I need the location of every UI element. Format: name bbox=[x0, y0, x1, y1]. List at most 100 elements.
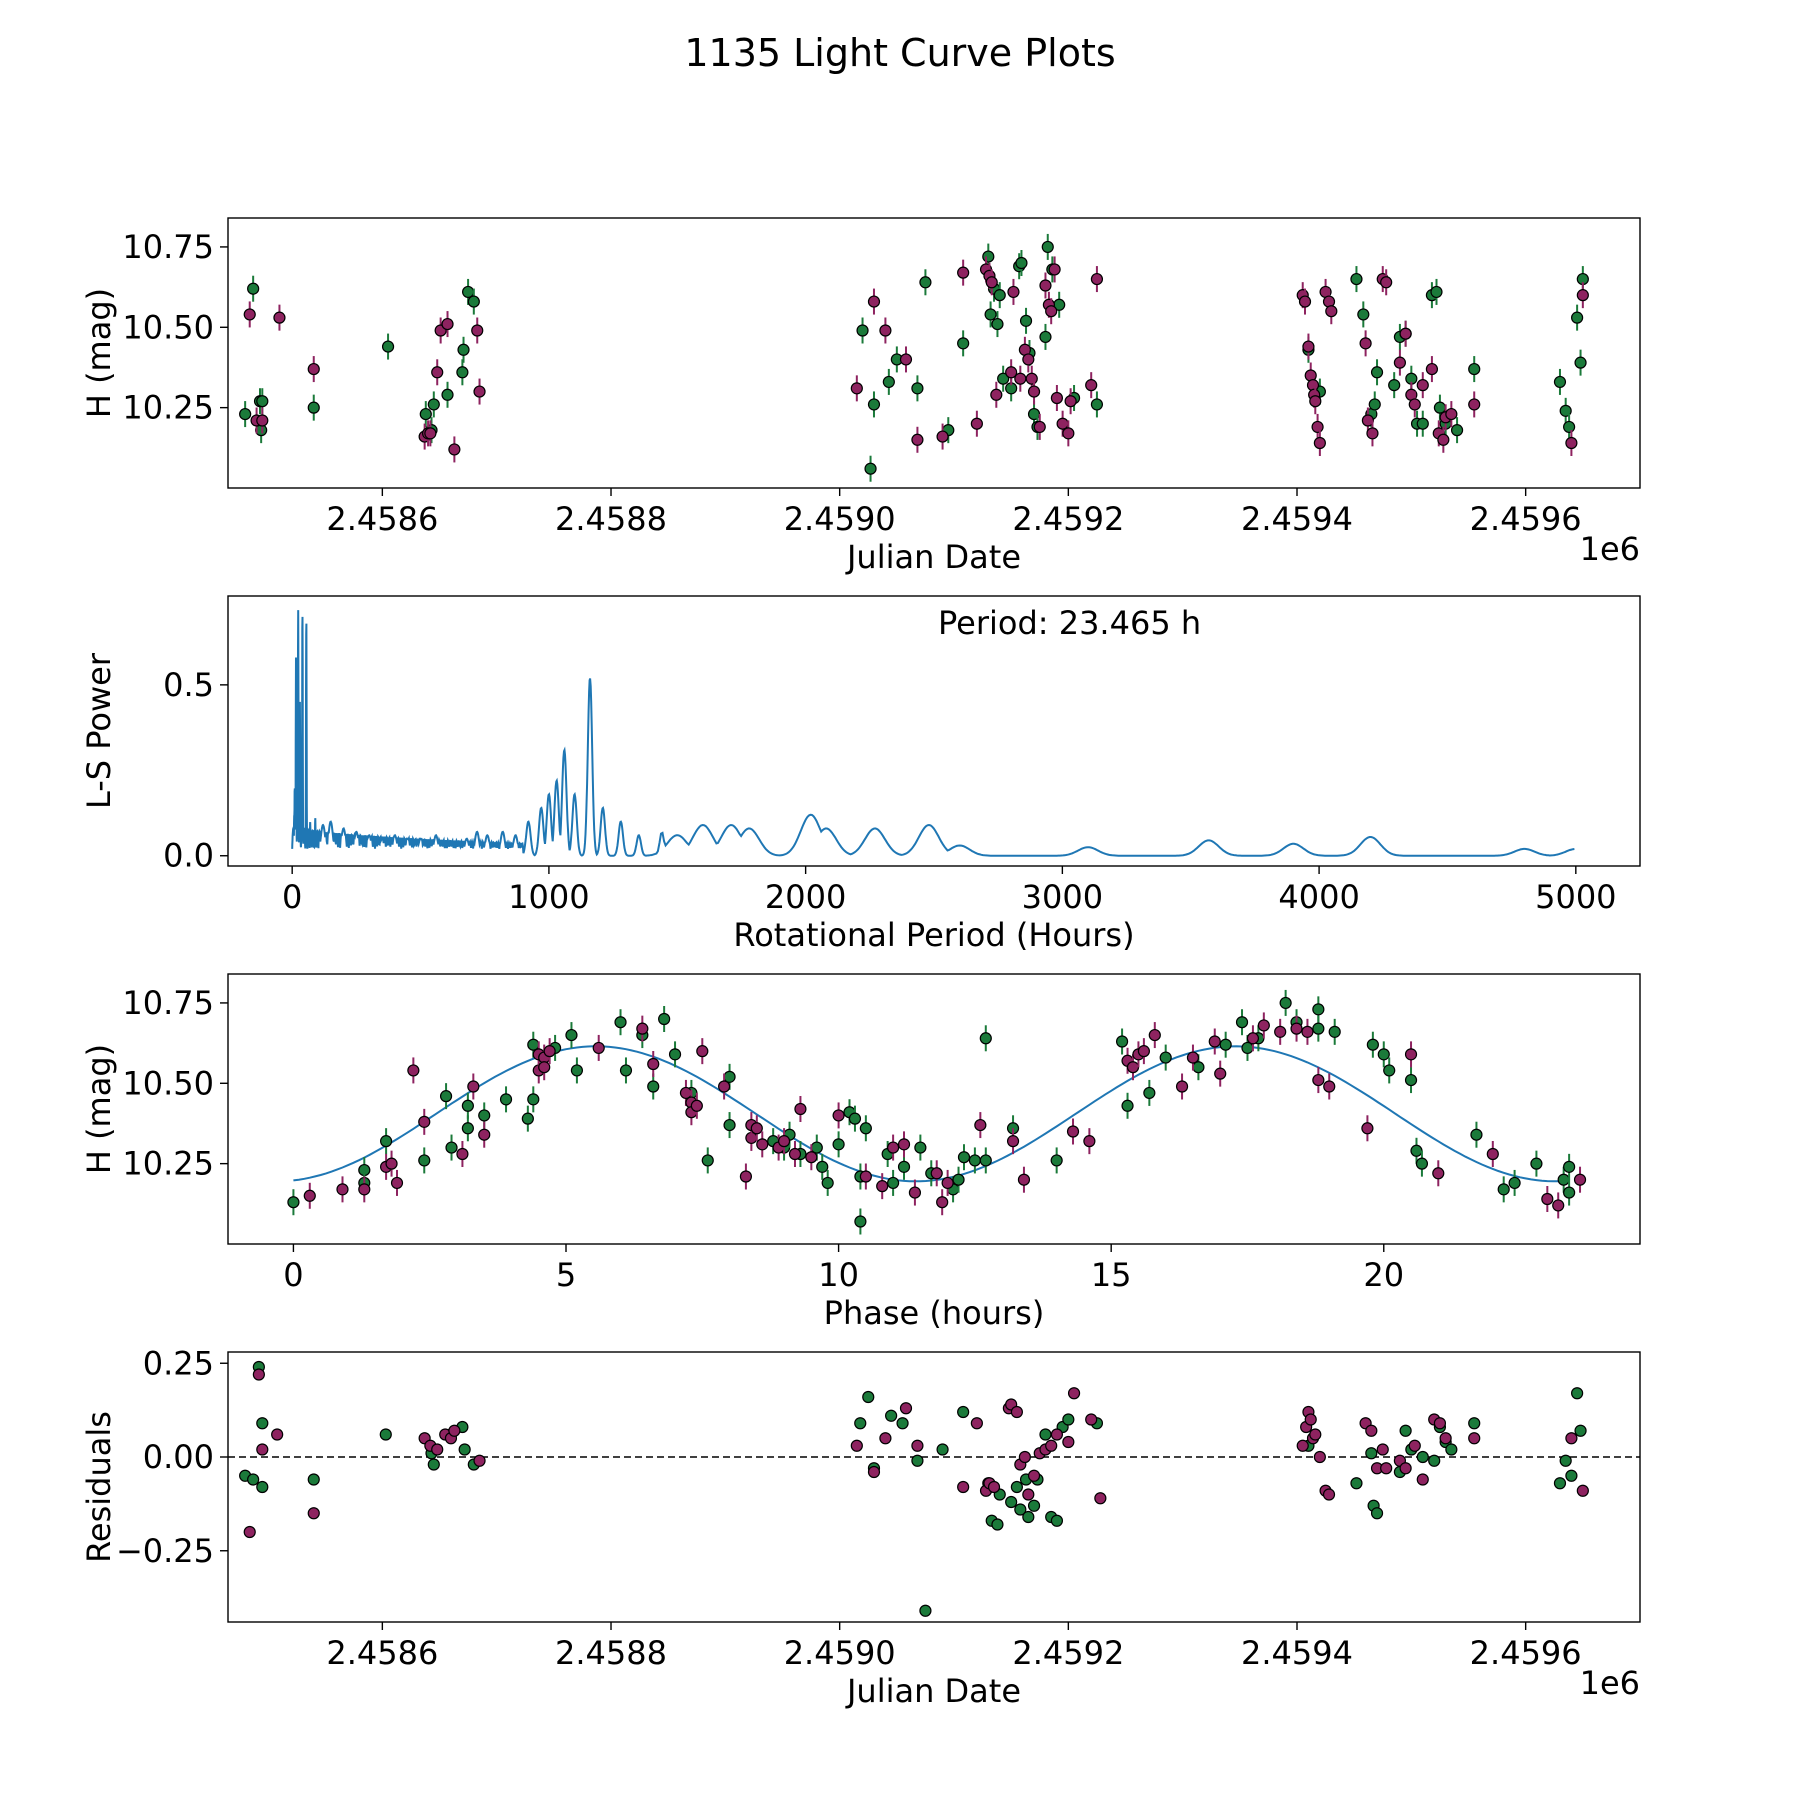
x-axis-label: Phase (hours) bbox=[824, 1294, 1045, 1332]
data-point bbox=[1559, 404, 1572, 417]
data-point bbox=[1445, 1443, 1458, 1456]
series-purple bbox=[243, 256, 1589, 463]
data-point bbox=[1365, 1447, 1378, 1460]
data-point bbox=[1062, 1413, 1075, 1426]
data-point bbox=[832, 1109, 845, 1122]
data-point bbox=[1290, 1022, 1303, 1035]
data-point bbox=[1143, 1086, 1156, 1100]
data-point bbox=[887, 1141, 900, 1154]
data-point bbox=[1274, 1025, 1287, 1038]
data-point bbox=[1214, 1067, 1227, 1080]
data-point bbox=[919, 276, 932, 289]
data-point bbox=[867, 1465, 881, 1479]
data-point bbox=[1066, 1125, 1080, 1138]
data-point bbox=[1359, 337, 1372, 350]
data-point bbox=[247, 282, 260, 295]
data-point bbox=[1425, 362, 1439, 376]
data-point bbox=[1408, 1439, 1421, 1452]
x-tick-label: 2.4586 bbox=[326, 1634, 438, 1672]
series-purple bbox=[303, 1012, 1587, 1219]
data-point bbox=[1328, 1025, 1341, 1038]
y-tick-label: 0.00 bbox=[143, 1438, 214, 1476]
data-point bbox=[1312, 1022, 1325, 1035]
data-point bbox=[993, 289, 1006, 302]
x-offset-label: 1e6 bbox=[1580, 1664, 1640, 1702]
data-point bbox=[882, 375, 895, 389]
data-point bbox=[1404, 1048, 1418, 1061]
data-point bbox=[1380, 276, 1393, 289]
data-point bbox=[1019, 314, 1033, 327]
data-point bbox=[1350, 272, 1363, 286]
data-point bbox=[1574, 1424, 1587, 1437]
data-point bbox=[1039, 1428, 1052, 1441]
data-point bbox=[1357, 308, 1370, 321]
data-point bbox=[701, 1154, 714, 1167]
data-point bbox=[1085, 1413, 1098, 1426]
data-point bbox=[1246, 1032, 1260, 1045]
data-point bbox=[1235, 1016, 1249, 1029]
periodogram-line bbox=[291, 610, 1575, 857]
data-point bbox=[887, 1176, 900, 1190]
data-point bbox=[307, 362, 320, 376]
data-point bbox=[1393, 356, 1407, 369]
y-axis-label: L-S Power bbox=[80, 652, 118, 809]
data-point bbox=[1433, 1417, 1447, 1430]
data-point bbox=[287, 1196, 300, 1209]
data-point bbox=[1050, 1428, 1064, 1441]
data-point bbox=[1404, 1073, 1418, 1087]
data-point bbox=[418, 1115, 431, 1128]
data-point bbox=[897, 1160, 911, 1173]
data-point bbox=[478, 1109, 491, 1122]
x-tick-label: 10 bbox=[818, 1256, 859, 1294]
data-point bbox=[850, 382, 863, 395]
data-point bbox=[850, 1439, 863, 1452]
x-axis-label: Julian Date bbox=[845, 1672, 1021, 1710]
data-point bbox=[1468, 1432, 1481, 1445]
data-point bbox=[1416, 417, 1429, 430]
data-point bbox=[864, 462, 877, 475]
y-tick-label: −0.25 bbox=[116, 1532, 214, 1570]
data-point bbox=[1322, 1488, 1336, 1501]
data-point bbox=[457, 343, 470, 356]
x-axis-label: Julian Date bbox=[845, 538, 1021, 576]
data-point bbox=[271, 1428, 284, 1441]
data-point bbox=[1470, 1128, 1483, 1141]
data-point bbox=[385, 1157, 398, 1170]
data-point bbox=[690, 1099, 703, 1112]
data-point bbox=[1015, 256, 1028, 270]
data-point bbox=[1415, 1157, 1429, 1170]
data-point bbox=[952, 1173, 965, 1186]
data-point bbox=[1563, 420, 1576, 434]
data-point bbox=[899, 1402, 913, 1415]
data-point bbox=[1553, 1477, 1567, 1490]
data-point bbox=[543, 1045, 556, 1058]
data-point bbox=[1137, 1045, 1150, 1058]
data-point bbox=[1571, 311, 1584, 324]
data-residuals bbox=[228, 1360, 1640, 1617]
data-point bbox=[1497, 1183, 1510, 1196]
data-point bbox=[458, 1443, 471, 1456]
data-point bbox=[303, 1189, 316, 1202]
data-point bbox=[788, 1147, 802, 1161]
subplot-residuals: 2.4586 2.4588 2.4590 2.4592 2.4594 2.4596 −0.2… bbox=[80, 1344, 1641, 1710]
data-point bbox=[431, 1443, 444, 1456]
data-point bbox=[1576, 289, 1589, 302]
data-point bbox=[1050, 391, 1064, 405]
period-annotation: Period: 23.465 h bbox=[938, 604, 1201, 642]
data-point bbox=[957, 1151, 971, 1164]
data-point bbox=[243, 1525, 256, 1539]
data-point bbox=[456, 366, 469, 379]
y-tick-label: 0.5 bbox=[163, 666, 214, 704]
data-point bbox=[1017, 1173, 1031, 1186]
data-point bbox=[427, 1458, 440, 1471]
data-point bbox=[419, 407, 432, 421]
subplot-periodogram: 0 1000 2000 3000 4000 5000 0.0 0.5 Rotational Pe… bbox=[80, 595, 1641, 954]
subplot-phased: 0 5 10 15 20 10.25 10.50 10.75 Phase (hours) H (m… bbox=[80, 973, 1641, 1332]
data-point bbox=[1416, 379, 1429, 392]
subplot-lightcurve: 2.4586 2.4588 2.4590 2.4592 2.4594 2.4596 10.2… bbox=[80, 217, 1641, 576]
data-point bbox=[1576, 1484, 1589, 1497]
y-tick-label: 10.75 bbox=[122, 984, 214, 1022]
data-point bbox=[252, 1368, 265, 1381]
data-lightcurve bbox=[239, 233, 1589, 482]
